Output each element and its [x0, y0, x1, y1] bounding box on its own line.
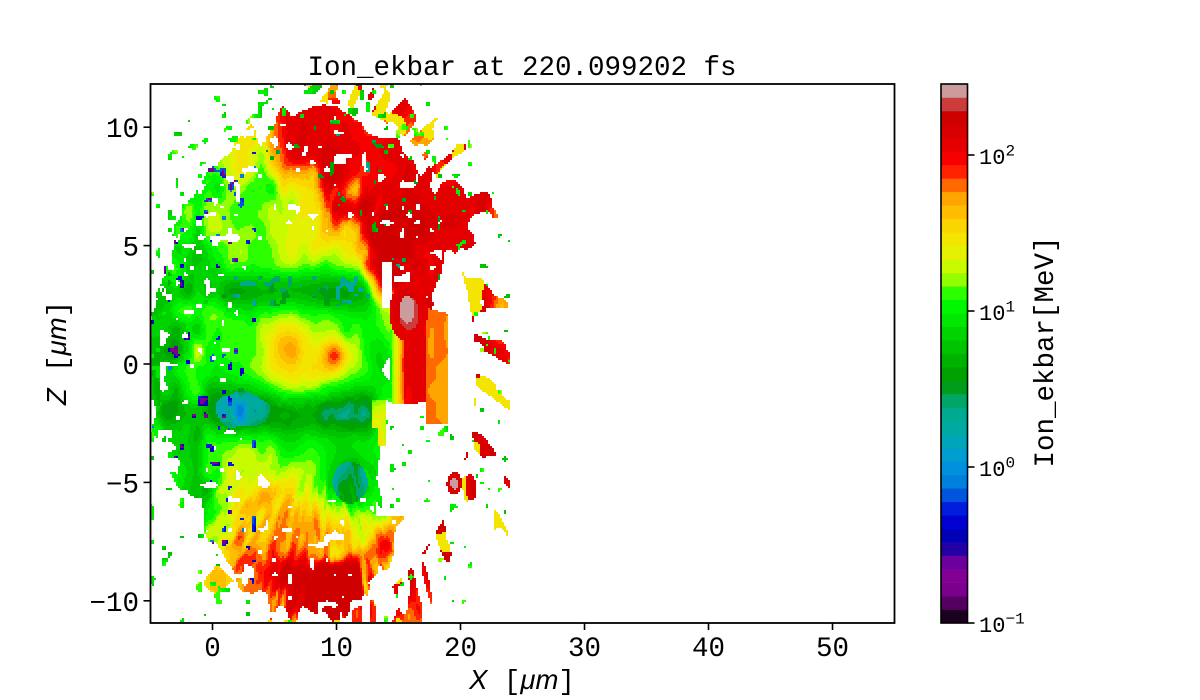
svg-text:10: 10 [320, 634, 353, 665]
svg-text:5: 5 [122, 234, 139, 265]
svg-text:10: 10 [979, 614, 1005, 639]
svg-text:0: 0 [204, 634, 221, 665]
svg-text:−10: −10 [89, 589, 139, 620]
svg-text:−5: −5 [106, 470, 139, 501]
svg-text:10: 10 [979, 146, 1005, 171]
svg-text:40: 40 [692, 634, 725, 665]
svg-text:X [μm]: X [μm] [468, 664, 575, 698]
svg-text:0: 0 [1006, 455, 1016, 473]
svg-text:1: 1 [1006, 299, 1016, 317]
svg-text:50: 50 [816, 634, 849, 665]
svg-text:20: 20 [444, 634, 477, 665]
svg-text:10: 10 [979, 458, 1005, 483]
svg-text:10: 10 [106, 115, 139, 146]
svg-text:2: 2 [1006, 143, 1016, 161]
svg-text:Z [μm]: Z [μm] [41, 301, 75, 406]
svg-text:−1: −1 [1006, 611, 1025, 629]
svg-text:0: 0 [122, 352, 139, 383]
svg-text:Ion_ekbar at 220.099202 fs: Ion_ekbar at 220.099202 fs [307, 53, 736, 84]
svg-text:Ion_ekbar[MeV]: Ion_ekbar[MeV] [1031, 236, 1062, 467]
svg-text:30: 30 [568, 634, 601, 665]
svg-text:10: 10 [979, 302, 1005, 327]
